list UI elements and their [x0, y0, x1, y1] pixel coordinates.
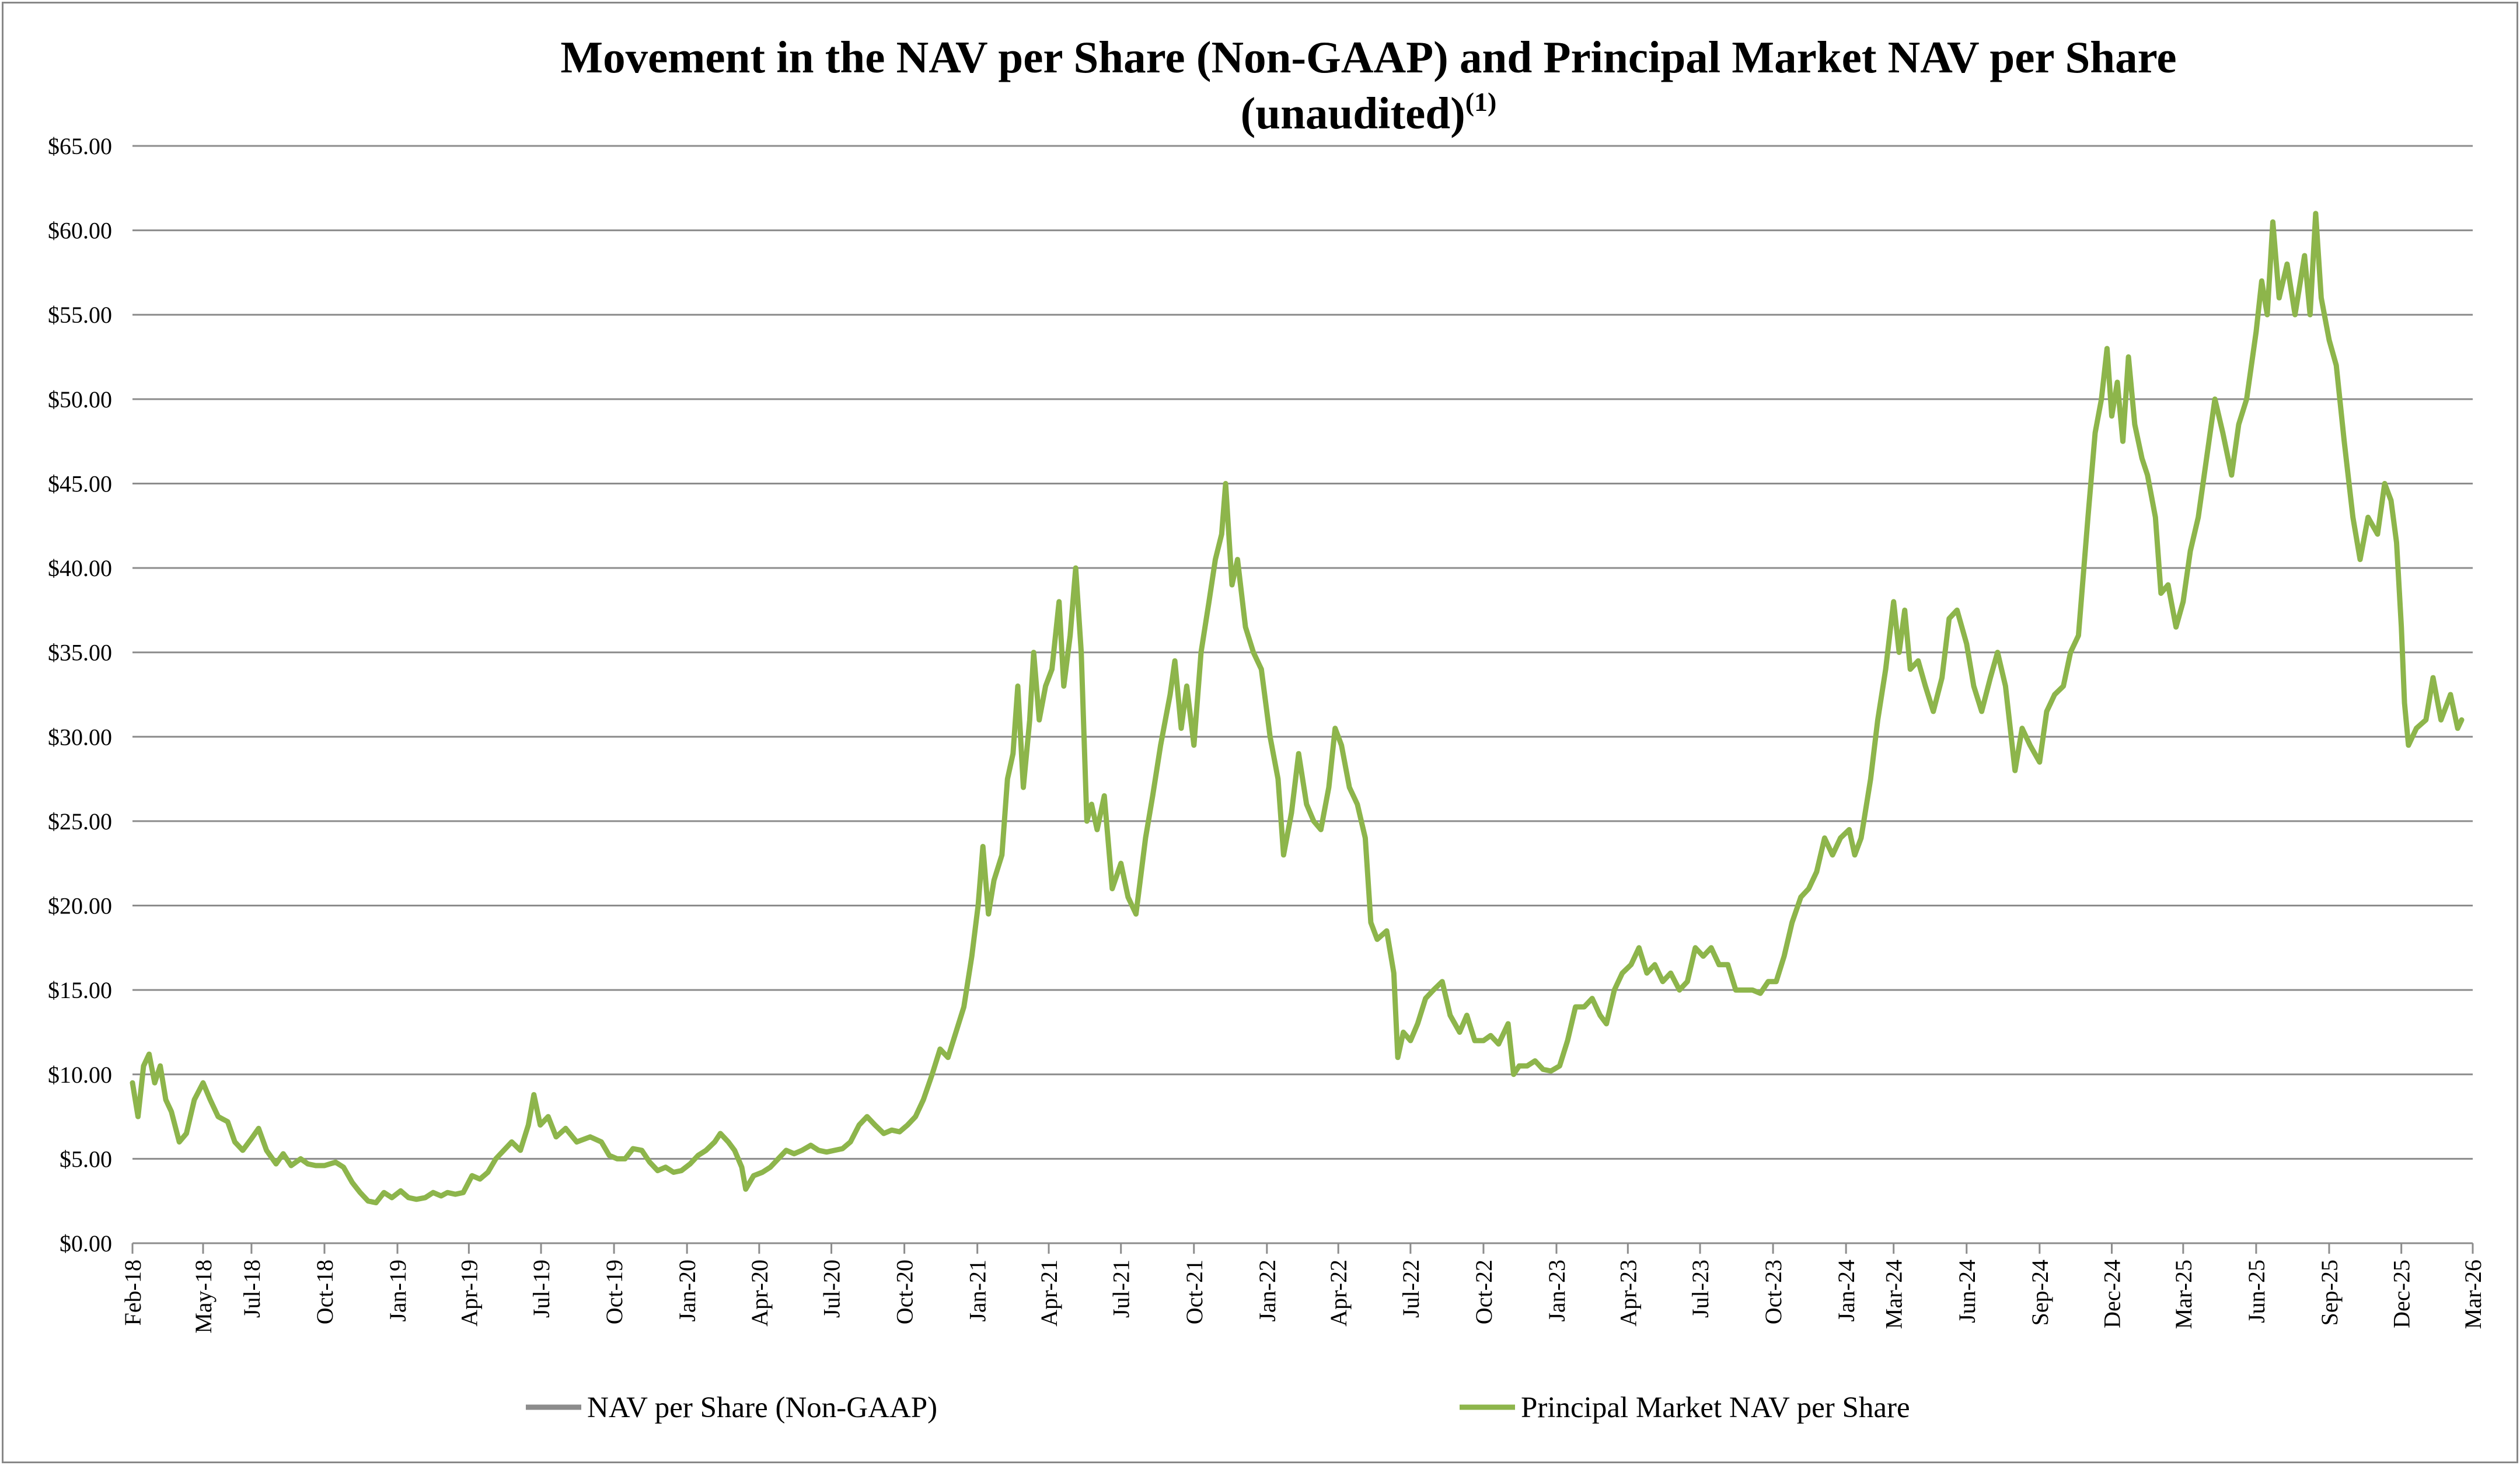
x-tick-label: Dec-24	[2099, 1260, 2125, 1328]
legend-label-principal-market-nav: Principal Market NAV per Share	[1521, 1391, 1910, 1424]
x-tick-label: Mar-26	[2460, 1260, 2486, 1329]
x-tick-label: Jan-19	[385, 1260, 411, 1322]
y-axis-ticks: $0.00 $5.00 $10.00 $15.00 $20.00 $25.00 $30.00…	[48, 133, 112, 1257]
chart-title-line2-text: (unaudited)	[1241, 88, 1465, 138]
x-tick-label: Oct-18	[312, 1260, 338, 1324]
chart-title-line2: (unaudited)(1)	[1241, 87, 1497, 138]
x-tick-label: Feb-18	[120, 1260, 146, 1326]
x-axis-ticks: Feb-18 May-18 Jul-18 Oct-18 Jan-19 Apr-19 Jul-…	[120, 1243, 2486, 1334]
x-tick-label: Apr-19	[456, 1260, 482, 1327]
x-tick-label: Oct-21	[1181, 1260, 1207, 1324]
y-tick-label: $30.00	[48, 724, 112, 750]
x-tick-label: May-18	[190, 1260, 217, 1334]
y-tick-label: $50.00	[48, 386, 112, 413]
x-tick-label: Apr-20	[746, 1260, 773, 1327]
x-tick-label: Jun-25	[2243, 1260, 2270, 1323]
x-tick-label: Apr-23	[1615, 1260, 1641, 1327]
legend-label-nav-per-share: NAV per Share (Non-GAAP)	[587, 1391, 937, 1424]
x-tick-label: Oct-22	[1471, 1260, 1497, 1324]
y-tick-label: $40.00	[48, 555, 112, 581]
y-tick-label: $10.00	[48, 1062, 112, 1088]
x-tick-label: Jan-22	[1254, 1260, 1280, 1322]
series-layer	[130, 211, 2465, 1206]
chart-title-superscript: (1)	[1465, 87, 1497, 117]
x-tick-label: Jan-24	[1833, 1260, 1859, 1322]
x-tick-label: Jun-24	[1954, 1260, 1980, 1323]
legend: NAV per Share (Non-GAAP) Principal Marke…	[526, 1391, 1910, 1424]
y-tick-label: $20.00	[48, 893, 112, 919]
x-tick-label: Oct-23	[1760, 1260, 1786, 1324]
x-tick-label: Apr-22	[1325, 1260, 1352, 1327]
x-tick-label: Jul-20	[819, 1260, 845, 1318]
x-tick-label: Jan-23	[1544, 1260, 1570, 1322]
x-tick-label: Jul-19	[528, 1260, 554, 1318]
x-tick-label: Jan-20	[674, 1260, 700, 1322]
y-tick-label: $25.00	[48, 808, 112, 835]
x-tick-label: Mar-24	[1881, 1260, 1907, 1329]
x-tick-label: Jul-22	[1398, 1260, 1424, 1318]
x-tick-label: Oct-19	[601, 1260, 627, 1324]
y-tick-label: $15.00	[48, 977, 112, 1003]
x-tick-label: Sep-25	[2316, 1260, 2343, 1326]
x-tick-label: Dec-25	[2389, 1260, 2415, 1328]
x-tick-label: Jul-23	[1687, 1260, 1713, 1318]
y-tick-label: $55.00	[48, 302, 112, 328]
x-tick-label: Mar-25	[2170, 1260, 2197, 1329]
y-tick-label: $35.00	[48, 640, 112, 666]
series-line-principal-market-nav-per-share	[130, 211, 2465, 1206]
grid-lines	[132, 145, 2473, 1244]
chart-svg: Movement in the NAV per Share (Non-GAAP)…	[48, 32, 2486, 1424]
y-tick-label: $0.00	[60, 1230, 112, 1257]
y-tick-label: $45.00	[48, 470, 112, 497]
y-tick-label: $60.00	[48, 218, 112, 244]
chart-title: Movement in the NAV per Share (Non-GAAP)…	[560, 32, 2176, 82]
y-tick-label: $65.00	[48, 133, 112, 159]
x-tick-label: Oct-20	[892, 1260, 918, 1324]
x-tick-label: Apr-21	[1036, 1260, 1062, 1327]
x-tick-label: Jul-21	[1108, 1260, 1135, 1318]
y-tick-label: $5.00	[60, 1146, 112, 1172]
x-tick-label: Jan-21	[965, 1260, 991, 1322]
x-tick-label: Jul-18	[239, 1260, 265, 1318]
x-tick-label: Sep-24	[2027, 1260, 2053, 1326]
